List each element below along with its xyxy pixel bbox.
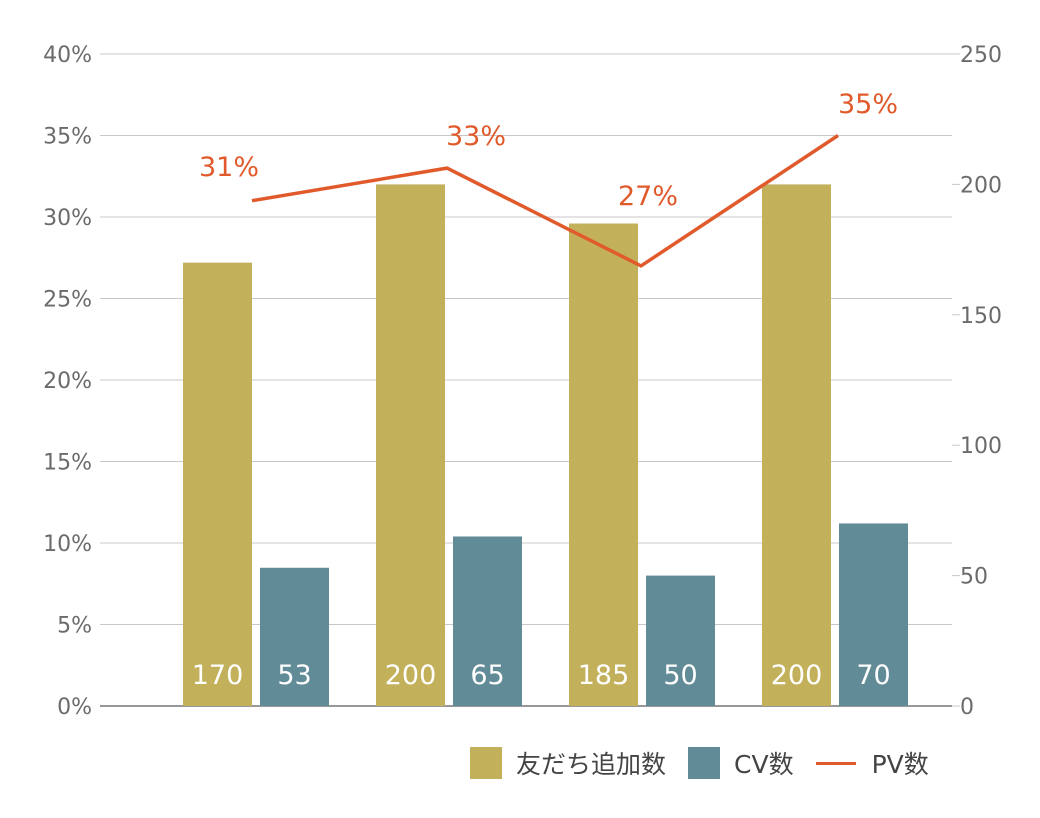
pv-value-label: 35% (838, 89, 898, 120)
right-tick-label: 100 (960, 434, 1002, 459)
right-tick-label: 0 (960, 695, 974, 720)
right-axis-ticks: 0 50 100 150 200 250 (952, 43, 1002, 720)
bar-value-label: 170 (192, 660, 244, 691)
bar-value-label: 200 (385, 660, 437, 691)
legend-label-cv: CV数 (734, 750, 794, 779)
pv-value-label: 27% (618, 181, 678, 212)
bar-friends (762, 184, 831, 706)
bar-friends (183, 262, 252, 706)
pv-line (251, 134, 839, 268)
right-tick-label: 200 (960, 173, 1002, 198)
bar-cv (839, 523, 908, 706)
bar-value-label: 185 (578, 660, 630, 691)
legend-item-pv: PV数 (815, 745, 929, 781)
bar-cv (260, 567, 329, 706)
pv-value-label: 31% (199, 152, 259, 183)
pv-value-label: 33% (446, 121, 506, 152)
bar-cv (646, 575, 715, 706)
left-tick-label: 35% (43, 125, 92, 150)
left-tick-label: 15% (43, 451, 92, 476)
left-tick-label: 25% (43, 288, 92, 313)
pv-line-path (251, 134, 839, 268)
bars (183, 184, 908, 706)
bar-value-label: 200 (771, 660, 823, 691)
bar-value-label: 70 (856, 660, 890, 691)
bar-cv (453, 536, 522, 706)
legend: 友だち追加数 CV数 PV数 (470, 745, 951, 781)
legend-swatch-cv (688, 747, 721, 779)
legend-swatch-friends (470, 747, 502, 779)
left-tick-label: 20% (43, 369, 92, 394)
right-tick-label: 250 (960, 43, 1002, 68)
left-tick-label: 40% (43, 43, 92, 68)
right-tick-label: 50 (960, 565, 988, 590)
legend-item-friends: 友だち追加数 (470, 745, 666, 781)
data-labels: 170 200 185 200 53 65 50 70 31% 33% 27% 35% (192, 89, 898, 691)
legend-swatch-pv (815, 761, 856, 765)
left-tick-label: 30% (43, 206, 92, 231)
left-axis-ticks: 0% 5% 10% 15% 20% 25% 30% 35% 40% (43, 43, 92, 720)
bar-value-label: 50 (663, 660, 697, 691)
legend-label-friends: 友だち追加数 (516, 750, 667, 779)
bar-value-label: 65 (470, 660, 504, 691)
legend-label-pv: PV数 (871, 750, 929, 779)
combo-chart: 0% 5% 10% 15% 20% 25% 30% 35% 40% 0 50 100 150 200 25… (43, 43, 1002, 720)
legend-item-cv: CV数 (688, 745, 794, 781)
bar-value-label: 53 (277, 660, 311, 691)
right-tick-label: 150 (960, 304, 1002, 329)
left-tick-label: 10% (43, 532, 92, 557)
bar-friends (376, 184, 445, 706)
left-tick-label: 5% (57, 614, 92, 639)
bar-friends (569, 223, 638, 706)
left-tick-label: 0% (57, 695, 92, 720)
